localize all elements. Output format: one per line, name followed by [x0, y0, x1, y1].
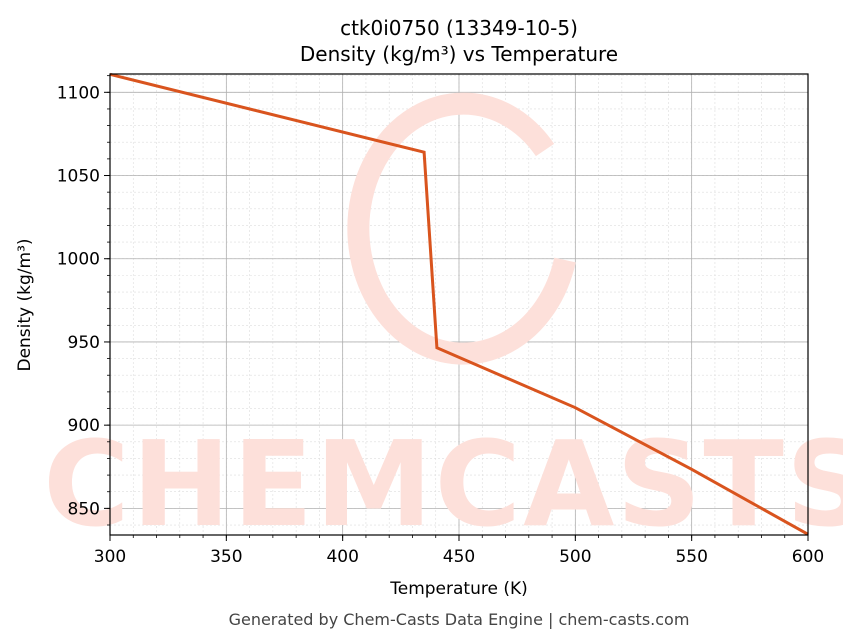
x-axis-ticks: 300 350 400 450 500 550 600 — [94, 535, 824, 567]
y-tick-label: 900 — [68, 416, 100, 436]
density-line — [109, 72, 809, 536]
x-tick-label: 300 — [94, 547, 126, 567]
x-tick-label: 350 — [210, 547, 242, 567]
watermark-text: CHEMCASTS — [43, 415, 843, 553]
chart-title-line2: Density (kg/m³) vs Temperature — [300, 42, 618, 66]
y-tick-label: 850 — [68, 499, 100, 519]
watermark-logo-icon — [347, 92, 576, 365]
y-tick-label: 1100 — [57, 83, 100, 103]
x-tick-label: 450 — [443, 547, 475, 567]
footer-credit: Generated by Chem-Casts Data Engine | ch… — [229, 610, 690, 629]
x-axis-label: Temperature (K) — [389, 579, 528, 599]
x-tick-label: 500 — [559, 547, 591, 567]
y-axis-ticks: 850 900 950 1000 1050 1100 — [57, 75, 110, 526]
chart-title-line1: ctk0i0750 (13349-10-5) — [340, 16, 578, 40]
x-tick-label: 400 — [326, 547, 358, 567]
y-tick-label: 950 — [68, 333, 100, 353]
y-axis-label: Density (kg/m³) — [15, 238, 35, 371]
x-tick-label: 600 — [792, 547, 824, 567]
x-tick-label: 550 — [675, 547, 707, 567]
y-tick-label: 1000 — [57, 250, 100, 270]
y-tick-label: 1050 — [57, 167, 100, 187]
